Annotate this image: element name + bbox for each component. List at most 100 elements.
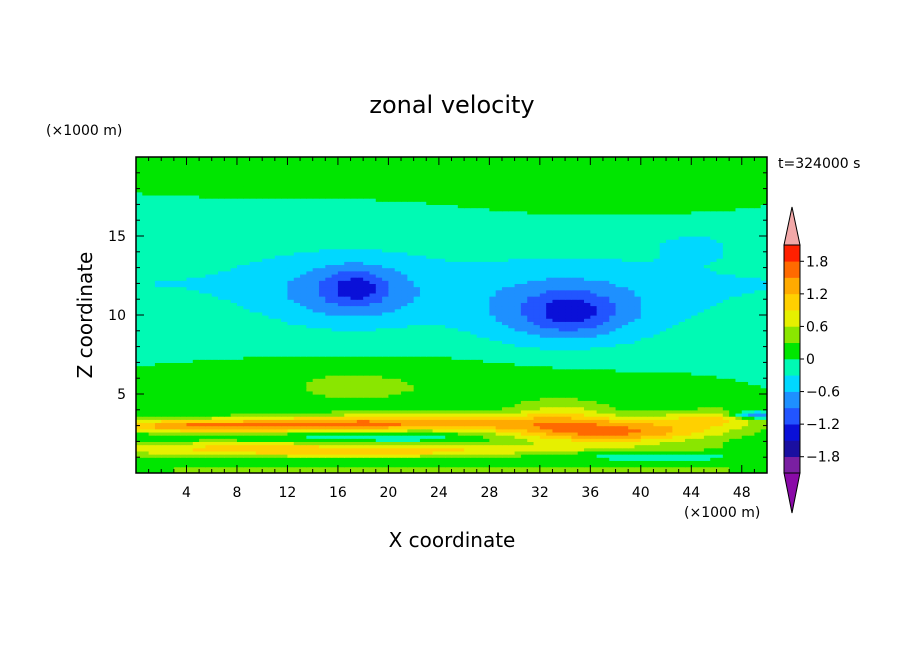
field-cell (653, 444, 661, 449)
field-cell (325, 349, 333, 354)
field-cell (180, 431, 188, 436)
field-cell (136, 365, 143, 370)
field-cell (394, 368, 402, 373)
field-cell (173, 409, 181, 414)
field-cell (180, 368, 188, 373)
field-cell (546, 425, 554, 430)
field-cell (211, 444, 219, 449)
field-cell (722, 368, 730, 373)
field-cell (255, 321, 263, 326)
field-cell (703, 431, 711, 436)
field-cell (741, 447, 749, 452)
field-cell (565, 441, 572, 446)
field-cell (476, 371, 484, 376)
field-cell (318, 390, 326, 395)
field-cell (407, 394, 415, 398)
field-cell (350, 447, 358, 452)
field-cell (539, 403, 547, 408)
field-cell (274, 330, 282, 335)
field-cell (495, 365, 503, 370)
field-cell (167, 454, 175, 458)
field-cell (577, 444, 585, 449)
field-cell (173, 362, 181, 367)
field-cell (356, 340, 364, 345)
field-cell (281, 362, 289, 367)
field-cell (684, 315, 692, 319)
field-cell (716, 365, 724, 370)
field-cell (249, 466, 257, 471)
field-cell (678, 416, 686, 420)
field-cell (312, 359, 320, 363)
field-cell (426, 356, 434, 360)
field-cell (716, 400, 724, 405)
field-cell (287, 318, 295, 322)
field-cell (678, 362, 686, 367)
field-cell (300, 409, 307, 414)
field-cell (394, 431, 402, 436)
field-cell (262, 466, 270, 471)
field-cell (640, 460, 648, 465)
field-cell (514, 454, 522, 458)
field-cell (464, 463, 472, 468)
field-cell (154, 343, 162, 348)
field-cell (722, 390, 730, 395)
field-cell (344, 318, 352, 322)
field-cell (495, 349, 503, 354)
field-cell (161, 394, 169, 398)
field-cell (262, 447, 270, 452)
field-cell (401, 441, 408, 446)
field-cell (413, 412, 421, 417)
field-cell (489, 349, 497, 354)
field-cell (331, 435, 339, 439)
field-cell (344, 349, 352, 354)
field-cell (722, 447, 730, 452)
field-cell (142, 450, 150, 455)
field-cell (691, 368, 699, 373)
field-cell (621, 327, 629, 332)
field-cell (337, 327, 345, 332)
field-cell (180, 406, 188, 411)
field-cell (419, 359, 427, 363)
field-cell (331, 460, 339, 465)
field-cell (558, 346, 566, 351)
field-cell (306, 352, 314, 357)
field-cell (255, 457, 263, 461)
field-cell (697, 359, 705, 363)
field-cell (350, 340, 358, 345)
field-cell (230, 397, 238, 401)
field-cell (382, 409, 389, 414)
field-cell (647, 330, 655, 335)
field-cell (331, 318, 339, 322)
field-cell (211, 381, 219, 386)
field-cell (255, 343, 263, 348)
field-cell (350, 397, 358, 401)
field-cell (306, 444, 314, 449)
field-cell (628, 444, 636, 449)
field-cell (205, 337, 213, 341)
field-cell (735, 441, 743, 446)
field-cell (199, 321, 207, 326)
field-cell (148, 315, 156, 319)
field-cell (186, 384, 194, 389)
field-cell (464, 343, 472, 348)
field-cell (262, 375, 270, 379)
field-cell (464, 327, 472, 332)
field-cell (192, 343, 200, 348)
field-cell (236, 365, 244, 370)
field-cell (407, 371, 415, 376)
field-cell (230, 356, 238, 360)
field-cell (350, 381, 358, 386)
field-cell (236, 362, 244, 367)
field-cell (243, 416, 251, 420)
field-cell (741, 371, 749, 376)
field-cell (344, 469, 352, 473)
field-cell (621, 416, 629, 420)
field-cell (602, 333, 610, 338)
field-cell (382, 400, 389, 405)
field-cell (495, 356, 503, 360)
field-cell (621, 381, 629, 386)
field-cell (697, 416, 705, 420)
field-cell (281, 340, 289, 345)
field-cell (729, 362, 737, 367)
field-cell (678, 394, 686, 398)
